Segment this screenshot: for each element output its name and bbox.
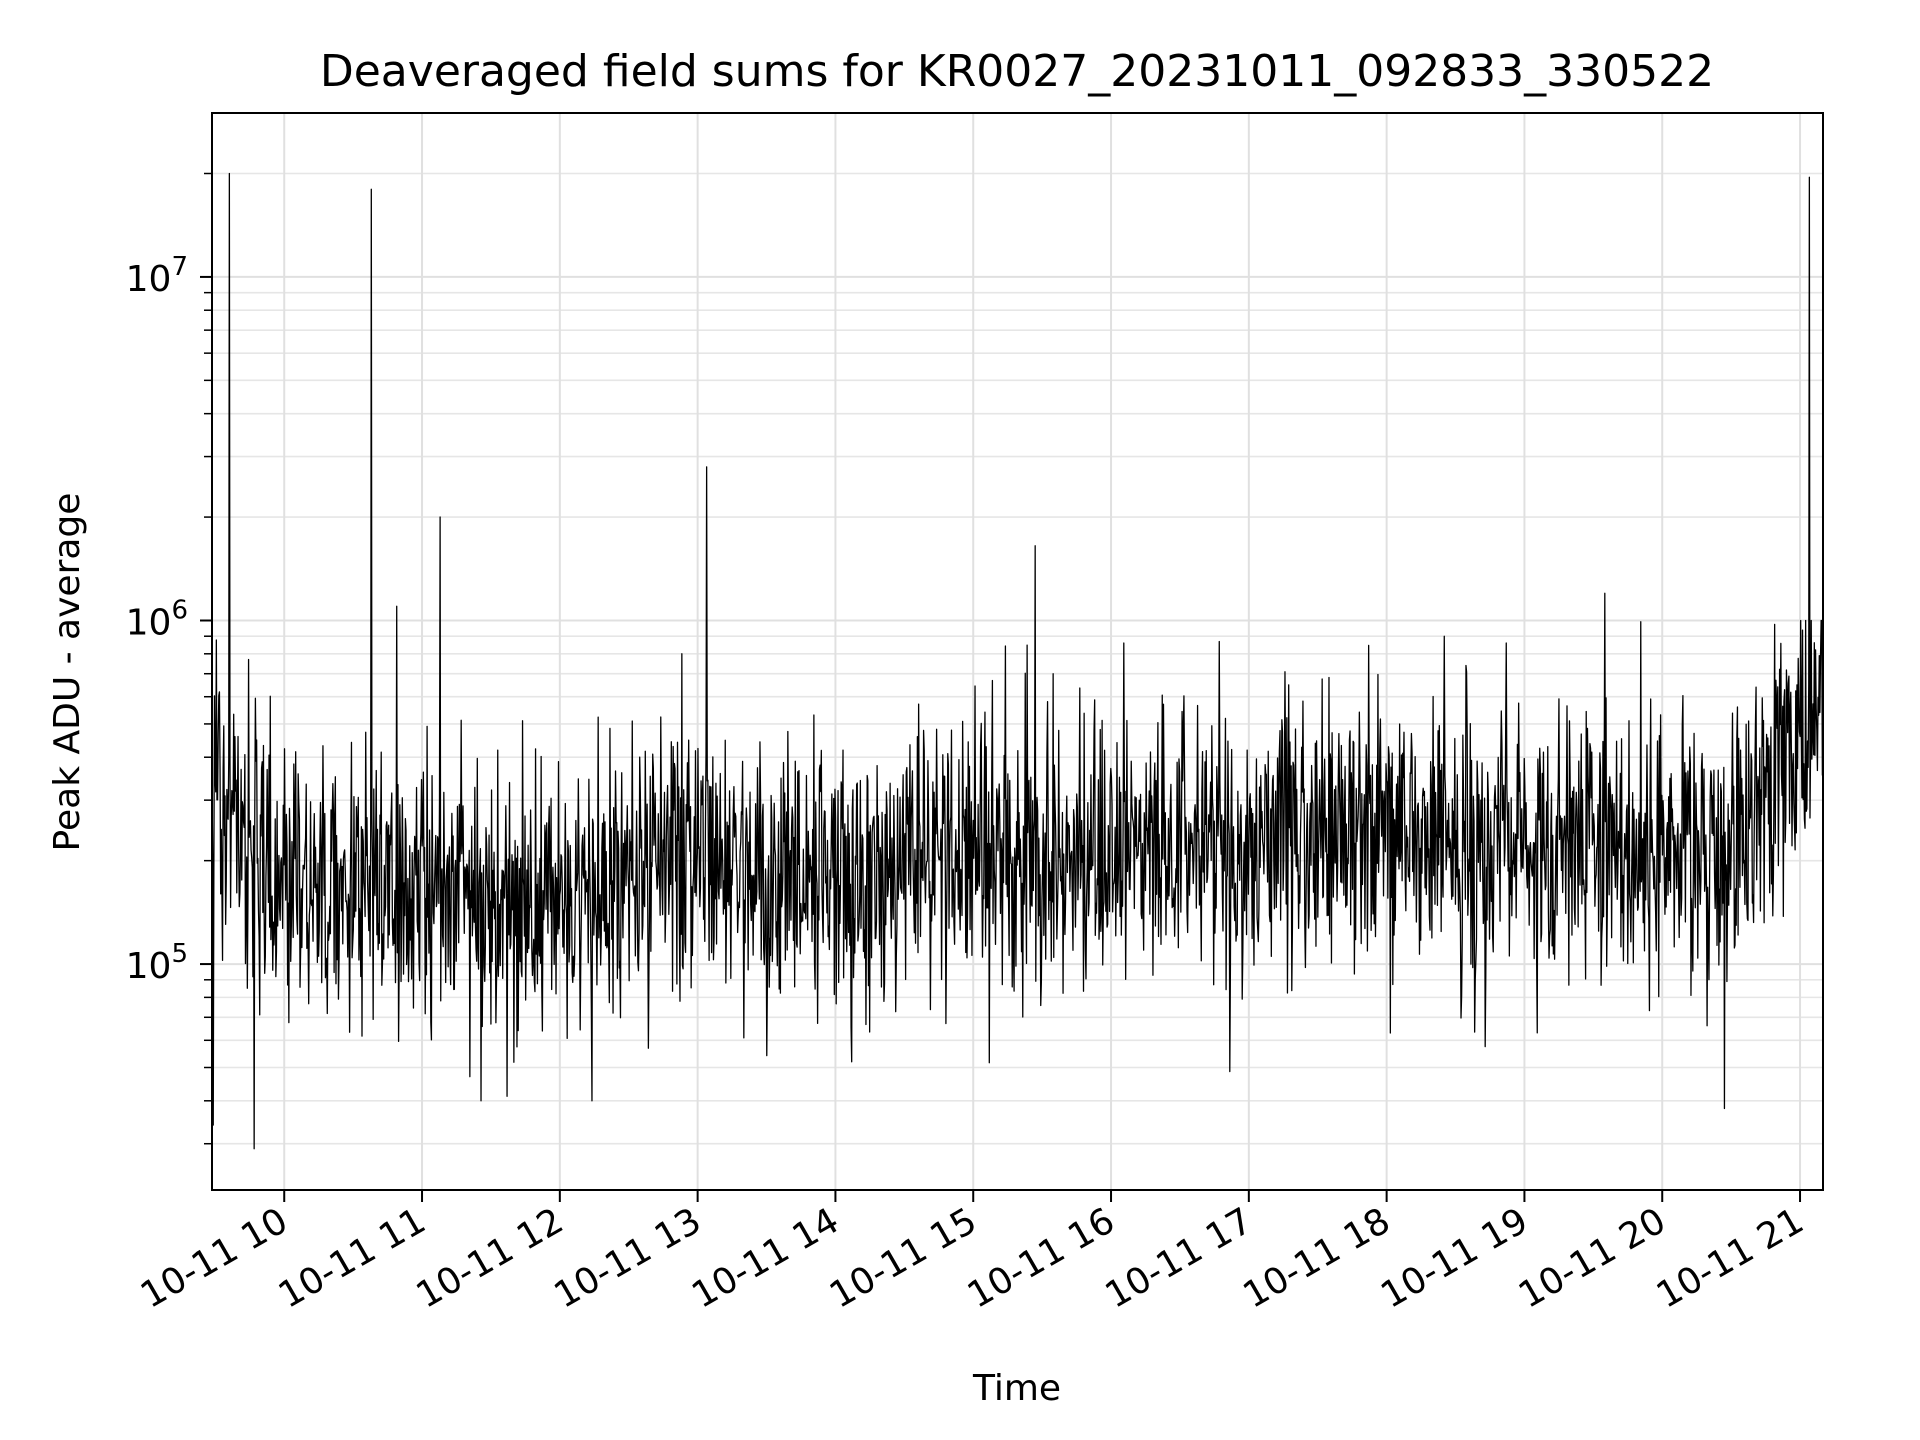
chart-title: Deaveraged field sums for KR0027_2023101… <box>320 46 1714 97</box>
y-tick-label: 107 <box>126 252 188 300</box>
series-layer <box>212 172 1823 1150</box>
y-tick-label: 105 <box>126 939 188 987</box>
plot-frame <box>211 112 1824 1191</box>
series-line <box>212 172 1823 1150</box>
y-axis-label: Peak ADU - average <box>47 493 88 852</box>
y-tick-label: 106 <box>126 596 188 644</box>
x-axis-label: Time <box>972 1368 1061 1409</box>
